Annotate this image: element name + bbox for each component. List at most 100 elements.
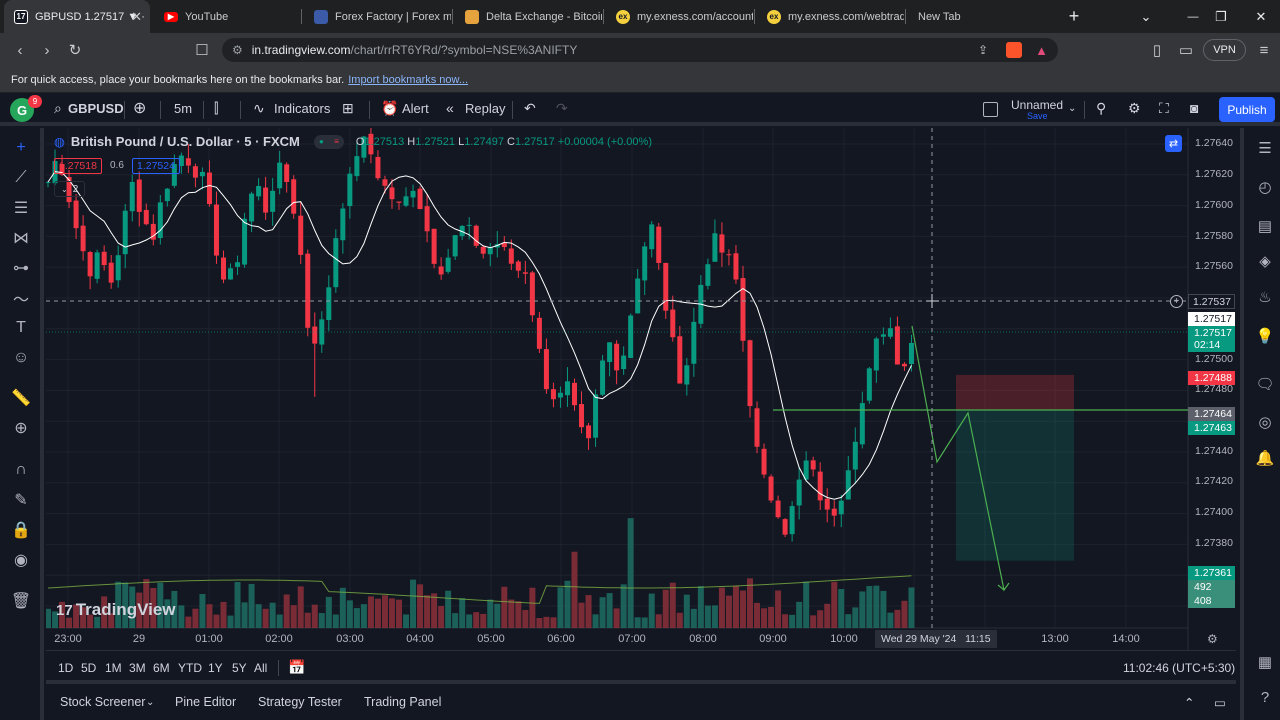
symbol-search-button[interactable]: GBPUSD (68, 101, 124, 116)
layout-icon[interactable] (983, 102, 998, 117)
streams-icon[interactable]: ◎ (1258, 414, 1272, 431)
vpn-button[interactable]: VPN (1203, 39, 1246, 61)
add-alert-icon[interactable]: + (1170, 295, 1183, 308)
chart-canvas[interactable] (46, 128, 1236, 650)
lock-icon[interactable]: 🔒 (11, 522, 31, 539)
trash-icon[interactable]: 🗑 (10, 593, 32, 610)
alert-button[interactable]: Alert (402, 101, 429, 116)
chart-title[interactable]: British Pound / U.S. Dollar · 5 · FXCM (70, 134, 300, 149)
close-window-icon[interactable]: ✕ (1255, 8, 1267, 24)
indicators-toggle[interactable]: ⌄ 2 (54, 181, 86, 197)
interval-button[interactable]: 5m (174, 101, 193, 116)
browser-tab[interactable]: Delta Exchange - Bitcoin (455, 0, 602, 33)
snapshot-icon[interactable]: ◙ (1190, 100, 1199, 116)
candles-icon[interactable]: ⫿ (214, 100, 219, 116)
restore-icon[interactable]: ❐ (1215, 8, 1227, 24)
range-ytd[interactable]: YTD (178, 661, 202, 675)
close-tab-icon[interactable]: ✕ (131, 8, 142, 24)
wallet-icon[interactable]: ▭ (1178, 42, 1194, 59)
range-1m[interactable]: 1M (105, 661, 122, 675)
minimize-icon[interactable]: — (1187, 10, 1199, 23)
fullscreen-icon[interactable]: ⛶ (1159, 100, 1169, 116)
search-icon[interactable]: ⌕ (54, 100, 62, 116)
magnet-icon[interactable]: ∩ (15, 461, 27, 478)
range-1d[interactable]: 1D (58, 661, 74, 675)
quick-search-icon[interactable]: ⚲ (1096, 100, 1107, 116)
browser-tab[interactable]: ▶ YouTube (154, 0, 300, 33)
browser-tab[interactable]: ex my.exness.com/accounts/ (606, 0, 753, 33)
bookmark-icon[interactable]: ☐ (195, 42, 209, 59)
range-3m[interactable]: 3M (129, 661, 146, 675)
pattern-icon[interactable]: ⋈ (13, 230, 29, 247)
templates-icon[interactable]: ⊞ (342, 100, 354, 116)
layers-icon[interactable]: ◈ (1259, 253, 1271, 270)
redo-icon[interactable]: ↷ (556, 100, 568, 116)
notifications-icon[interactable]: 🔔 (1255, 450, 1275, 467)
eye-icon[interactable]: ◉ (14, 552, 28, 569)
text-icon[interactable]: T (16, 319, 26, 336)
menu-icon[interactable]: ≡ (1259, 41, 1269, 59)
crosshair-icon[interactable]: + (16, 139, 26, 156)
maximize-panel-icon[interactable]: ▭ (1214, 696, 1226, 710)
tab-search-icon[interactable]: ⌄ (1140, 8, 1152, 24)
browser-tab[interactable]: 17 GBPUSD 1.27517 ▼ · ✕ (4, 0, 150, 33)
zoom-in-icon[interactable]: ⊕ (14, 420, 28, 437)
chevron-down-icon[interactable]: ⌄ (1068, 103, 1077, 114)
watchlist-icon[interactable]: ☰ (1258, 140, 1272, 157)
import-bookmarks-link[interactable]: Import bookmarks now... (348, 73, 469, 86)
chevron-down-icon[interactable]: ⌄ (146, 697, 155, 708)
market-status-icon[interactable]: ● ≡ (313, 134, 344, 149)
emoji-icon[interactable]: ☺ (12, 349, 30, 366)
chat-icon[interactable]: 🗨 (1255, 376, 1275, 393)
sell-price-button[interactable]: 1.27518 (54, 158, 102, 174)
ruler-icon[interactable]: 📏 (11, 390, 31, 407)
undo-icon[interactable]: ↶ (524, 100, 536, 116)
trendline-icon[interactable]: ⟋ (15, 169, 27, 186)
share-icon[interactable]: ⇪ (977, 43, 988, 57)
fib-retracement-icon[interactable]: ☰ (13, 200, 29, 217)
settings-icon[interactable]: ⚙ (1128, 100, 1141, 116)
prediction-icon[interactable]: ⊶ (13, 260, 29, 277)
alerts-clock-icon[interactable]: ◴ (1258, 179, 1272, 196)
brush-icon[interactable]: 〜 (12, 292, 29, 309)
tab-stock-screener[interactable]: Stock Screener (60, 695, 146, 709)
help-icon[interactable]: ? (1260, 688, 1270, 706)
buy-price-button[interactable]: 1.27524 (132, 158, 180, 174)
calendar-icon[interactable]: ▤ (1257, 218, 1273, 235)
brave-rewards-icon[interactable]: ▲ (1035, 42, 1048, 58)
reload-icon[interactable]: ↻ (68, 42, 82, 59)
url-input[interactable]: ⚙ in.tradingview.com/chart/rrRT6YRd/?sym… (222, 38, 1058, 62)
ideas-icon[interactable]: 💡 (1255, 328, 1275, 345)
range-5d[interactable]: 5D (81, 661, 97, 675)
sidebar-icon[interactable]: ▯ (1152, 42, 1162, 59)
indicators-button[interactable]: Indicators (274, 101, 331, 116)
layout-name[interactable]: Unnamed (1011, 98, 1064, 112)
collapse-panel-icon[interactable]: ⌃ (1184, 696, 1195, 710)
site-info-icon[interactable]: ⚙ (232, 43, 243, 57)
calendar-grid-icon[interactable]: ▦ (1257, 654, 1273, 671)
back-icon[interactable]: ‹ (17, 41, 23, 59)
browser-tab[interactable]: ex my.exness.com/webtradin (757, 0, 904, 33)
chart-pane[interactable]: ◍ British Pound / U.S. Dollar · 5 · FXCM… (46, 128, 1236, 650)
indicators-icon[interactable]: ∿ (253, 100, 265, 116)
range-1y[interactable]: 1Y (208, 661, 223, 675)
tab-strategy-tester[interactable]: Strategy Tester (258, 695, 342, 709)
range-all[interactable]: All (254, 661, 268, 675)
range-6m[interactable]: 6M (153, 661, 170, 675)
range-5y[interactable]: 5Y (232, 661, 247, 675)
browser-tab[interactable]: Forex Factory | Forex mar (304, 0, 451, 33)
user-avatar[interactable]: G (10, 98, 34, 122)
axis-settings-icon[interactable]: ⚙ (1207, 632, 1218, 646)
brave-shield-icon[interactable] (1006, 42, 1022, 58)
stay-drawing-icon[interactable]: ✎ (14, 492, 28, 509)
hotlist-icon[interactable]: ♨ (1258, 289, 1272, 306)
alert-icon[interactable]: ⏰ (381, 100, 399, 116)
goto-date-icon[interactable]: 📅 (288, 659, 306, 675)
compare-symbol-icon[interactable]: ⊕ (133, 100, 147, 117)
tab-pine-editor[interactable]: Pine Editor (175, 695, 237, 709)
replay-button[interactable]: Replay (465, 101, 506, 116)
new-tab-icon[interactable]: + (1068, 6, 1080, 26)
browser-tab[interactable]: New Tab (908, 0, 1048, 33)
forward-icon[interactable]: › (44, 41, 50, 59)
clock-timezone[interactable]: 11:02:46 (UTC+5:30) (1123, 661, 1236, 675)
